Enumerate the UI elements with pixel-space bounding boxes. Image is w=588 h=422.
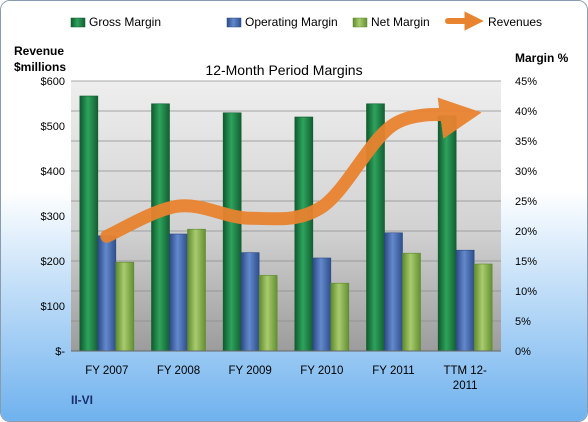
left-axis-label-line-1: Revenue <box>14 44 64 58</box>
revenues-line <box>100 97 482 243</box>
legend-swatch-gross-margin <box>70 17 86 28</box>
bar-gross-margin <box>222 112 242 352</box>
right-tick-label: 0% <box>515 346 531 358</box>
bar-gross-margin <box>294 116 314 352</box>
bar-gross-margin <box>79 95 99 352</box>
left-tick-label: $300 <box>41 211 65 223</box>
bar-operating-margin <box>384 232 403 352</box>
right-tick-label: 45% <box>515 76 537 88</box>
left-tick-label: $400 <box>41 166 65 178</box>
bar-gross-margin <box>437 115 457 352</box>
x-tick-label: TTM 12- <box>443 365 487 377</box>
bar-operating-margin <box>240 252 260 352</box>
left-tick-label: $600 <box>41 76 65 88</box>
bar-operating-margin <box>312 257 332 352</box>
bar-operating-margin <box>169 233 188 352</box>
bars-layer <box>79 95 493 352</box>
bar-net-margin <box>473 263 493 352</box>
legend-swatch-operating-margin <box>226 17 242 28</box>
legend-swatch-net-margin <box>352 17 368 28</box>
x-tick-label: FY 2009 <box>229 365 272 377</box>
right-tick-label: 20% <box>515 226 537 238</box>
x-tick-label: FY 2010 <box>300 365 343 377</box>
right-tick-label: 40% <box>515 106 537 118</box>
legend-label-net-margin: Net Margin <box>371 15 430 29</box>
bar-operating-margin <box>455 249 475 352</box>
legend-label-revenues: Revenues <box>488 15 542 29</box>
left-tick-label: $- <box>55 346 65 358</box>
bar-net-margin <box>115 261 135 352</box>
x-tick-label: FY 2011 <box>372 365 414 377</box>
company-label: II-VI <box>71 393 93 407</box>
right-tick-label: 25% <box>515 196 537 208</box>
left-tick-label: $100 <box>41 301 65 313</box>
left-tick-label: $200 <box>41 256 65 268</box>
gridlines <box>71 80 501 352</box>
left-tick-label: $500 <box>41 121 65 133</box>
legend-label-gross-margin: Gross Margin <box>89 15 161 29</box>
axes: 0% 5% 10% 15% 20% 25% 30% 35% 40% 45% $- $100 $200 $3… <box>41 76 538 392</box>
x-tick-label: FY 2008 <box>157 365 200 377</box>
revenue-line-layer <box>100 97 482 243</box>
bar-net-margin <box>258 275 278 352</box>
chart-title: 12-Month Period Margins <box>205 62 362 78</box>
right-tick-label: 5% <box>515 316 531 328</box>
right-tick-label: 10% <box>515 286 537 298</box>
x-tick-label: FY 2007 <box>85 365 128 377</box>
right-axis-label: Margin % <box>515 51 569 65</box>
legend-label-operating-margin: Operating Margin <box>245 15 338 29</box>
bar-gross-margin <box>151 103 170 352</box>
right-tick-label: 30% <box>515 166 537 178</box>
bar-net-margin <box>187 228 206 352</box>
bar-net-margin <box>402 252 421 352</box>
bar-net-margin <box>330 282 350 352</box>
left-axis-label-line-2: $millions <box>14 60 66 74</box>
legend: Gross Margin Operating Margin Net Margin… <box>70 11 542 31</box>
bar-operating-margin <box>97 235 117 352</box>
right-tick-label: 35% <box>515 136 537 148</box>
x-tick-label: 2011 <box>453 380 478 392</box>
right-tick-label: 15% <box>515 256 537 268</box>
